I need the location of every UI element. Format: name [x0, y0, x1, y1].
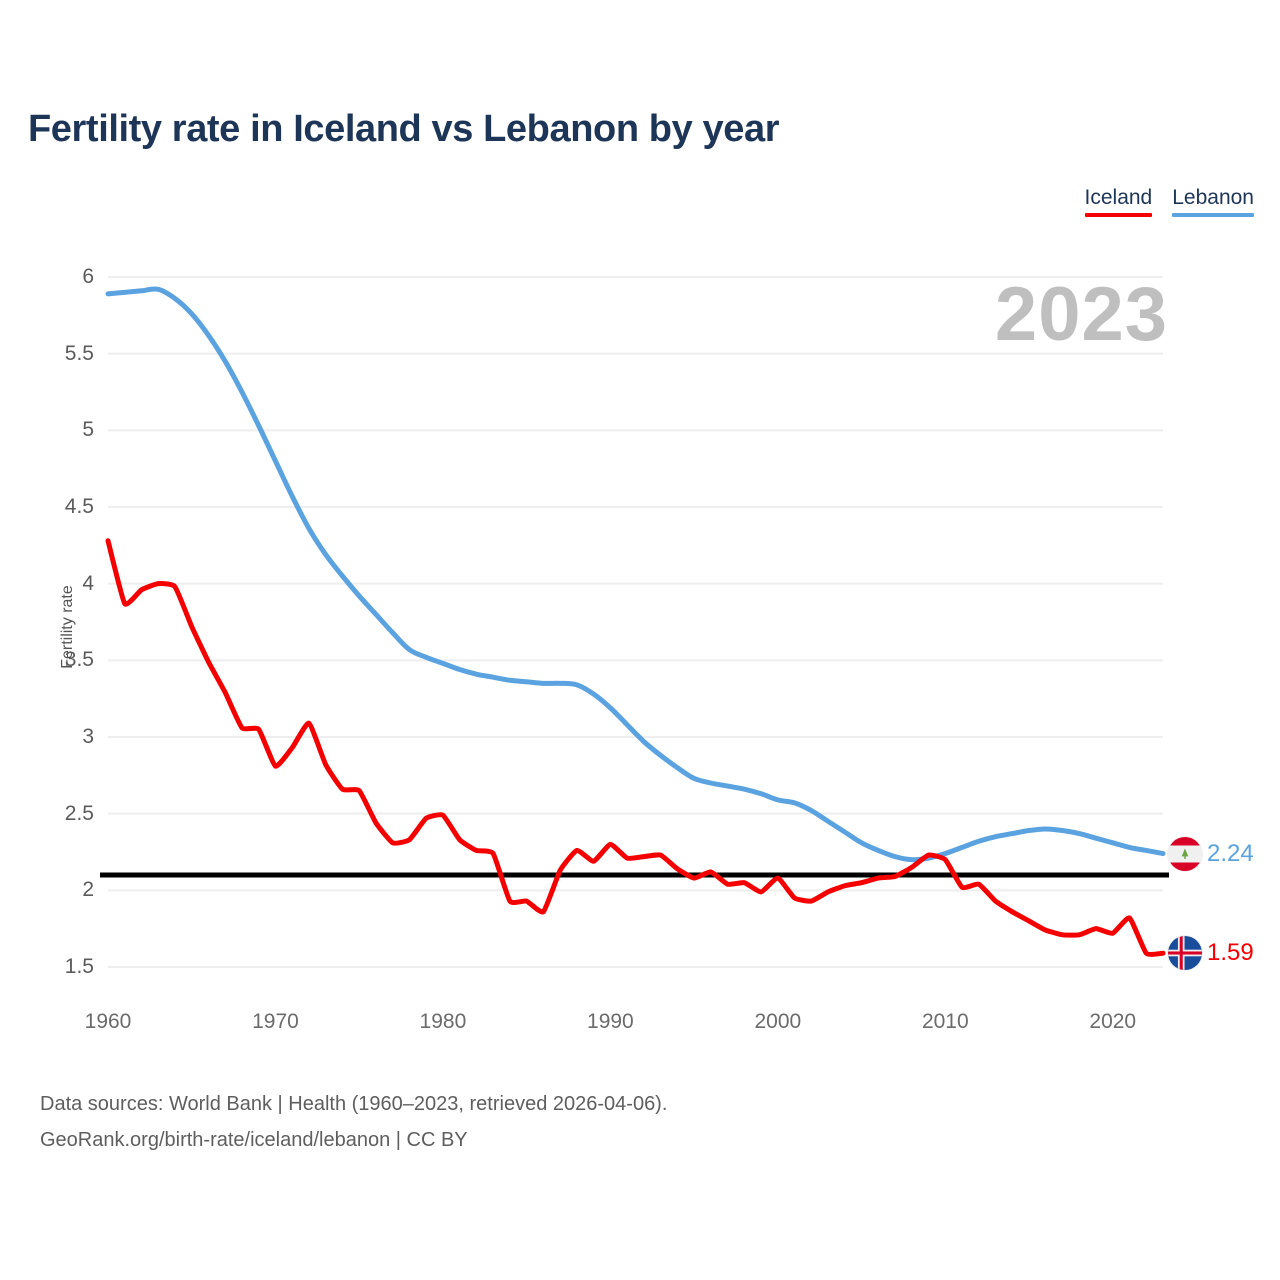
page-title: Fertility rate in Iceland vs Lebanon by …: [28, 108, 780, 150]
footer-credits: Data sources: World Bank | Health (1960–…: [40, 1086, 667, 1158]
legend-item-lebanon[interactable]: Lebanon: [1172, 186, 1254, 217]
footer-line-attribution[interactable]: GeoRank.org/birth-rate/iceland/lebanon |…: [40, 1129, 468, 1151]
series-line-lebanon: [105, 286, 1166, 863]
y-tick-label: 4.5: [64, 495, 94, 518]
x-tick-label: 1970: [252, 1010, 299, 1033]
year-watermark: 2023: [994, 272, 1168, 357]
x-tick-label: 2010: [921, 1010, 969, 1033]
y-tick-label: 2: [82, 878, 94, 902]
end-value-iceland: 1.59: [1207, 939, 1254, 967]
footer-line-data-sources: Data sources: World Bank | Health (1960–…: [40, 1093, 668, 1115]
x-tick-label: 2000: [754, 1010, 802, 1033]
chart-legend: Iceland Lebanon: [1084, 186, 1254, 217]
x-tick-label: 1960: [84, 1010, 132, 1033]
y-tick-label: 5.5: [64, 341, 94, 365]
legend-label-iceland: Iceland: [1084, 186, 1153, 209]
y-tick-label: 1.5: [64, 955, 94, 978]
y-tick-label: 5: [82, 418, 94, 442]
legend-item-iceland[interactable]: Iceland: [1084, 186, 1153, 217]
gridlines: [108, 276, 1163, 968]
y-tick-label: 3.5: [64, 648, 94, 672]
y-tick-label: 3: [82, 725, 94, 748]
legend-swatch-iceland: [1084, 213, 1153, 217]
x-tick-label: 1980: [419, 1010, 467, 1033]
y-tick-label: 4: [82, 571, 94, 595]
y-tick-label: 2.5: [64, 801, 94, 825]
series-line-iceland: [105, 538, 1166, 957]
legend-label-lebanon: Lebanon: [1172, 186, 1254, 209]
legend-swatch-lebanon: [1172, 213, 1254, 217]
lebanon-flag-icon: [1168, 836, 1202, 871]
end-value-lebanon: 2.24: [1207, 839, 1254, 867]
y-tick-label: 6: [82, 265, 94, 288]
iceland-flag-icon: [1168, 936, 1202, 971]
x-tick-label: 2020: [1089, 1010, 1137, 1033]
x-tick-label: 1990: [587, 1010, 634, 1033]
